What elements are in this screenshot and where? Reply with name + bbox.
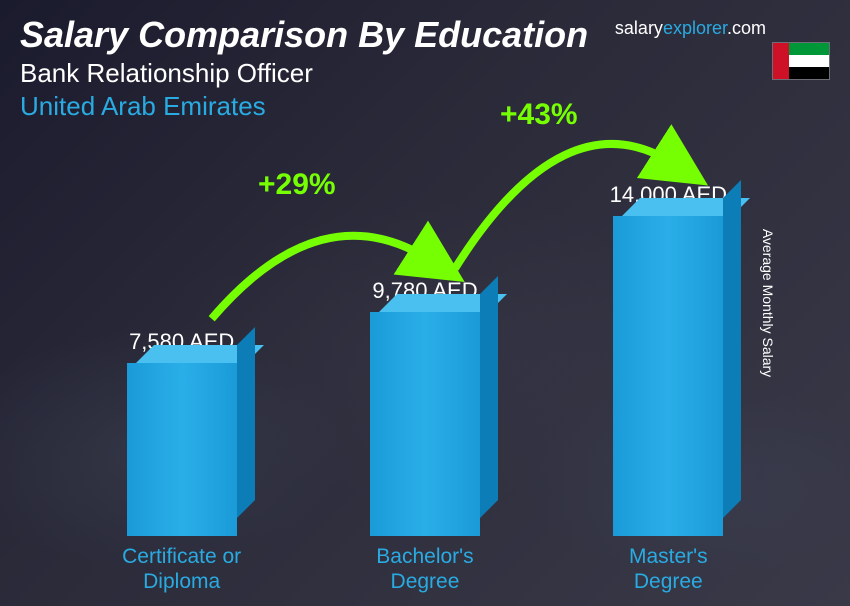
bar-front-face — [613, 216, 723, 536]
brand-mid: explorer — [663, 18, 727, 38]
x-axis-label: Master'sDegree — [568, 544, 768, 594]
bar — [613, 216, 723, 536]
bar-side-face — [723, 180, 741, 518]
bar-side-face — [237, 327, 255, 518]
bar-front-face — [370, 312, 480, 536]
bar-chart: 7,580 AED9,780 AED14,000 AED — [60, 160, 790, 536]
bar-group: 9,780 AED — [325, 278, 525, 536]
brand-suffix: .com — [727, 18, 766, 38]
bar-front-face — [127, 363, 237, 536]
x-axis-label: Certificate orDiploma — [82, 544, 282, 594]
chart-subtitle: Bank Relationship Officer — [20, 58, 830, 89]
x-axis-label: Bachelor'sDegree — [325, 544, 525, 594]
brand-prefix: salary — [615, 18, 663, 38]
bar-group: 7,580 AED — [82, 329, 282, 536]
bar — [370, 312, 480, 536]
uae-flag-icon — [772, 42, 830, 80]
increase-percentage: +43% — [500, 98, 578, 132]
bar-group: 14,000 AED — [568, 182, 768, 536]
x-axis-labels: Certificate orDiploma Bachelor'sDegree Mas… — [60, 544, 790, 594]
bar — [127, 363, 237, 536]
increase-percentage: +29% — [258, 168, 336, 202]
bar-side-face — [480, 276, 498, 518]
brand-label: salaryexplorer.com — [615, 18, 766, 39]
chart-country: United Arab Emirates — [20, 91, 830, 122]
